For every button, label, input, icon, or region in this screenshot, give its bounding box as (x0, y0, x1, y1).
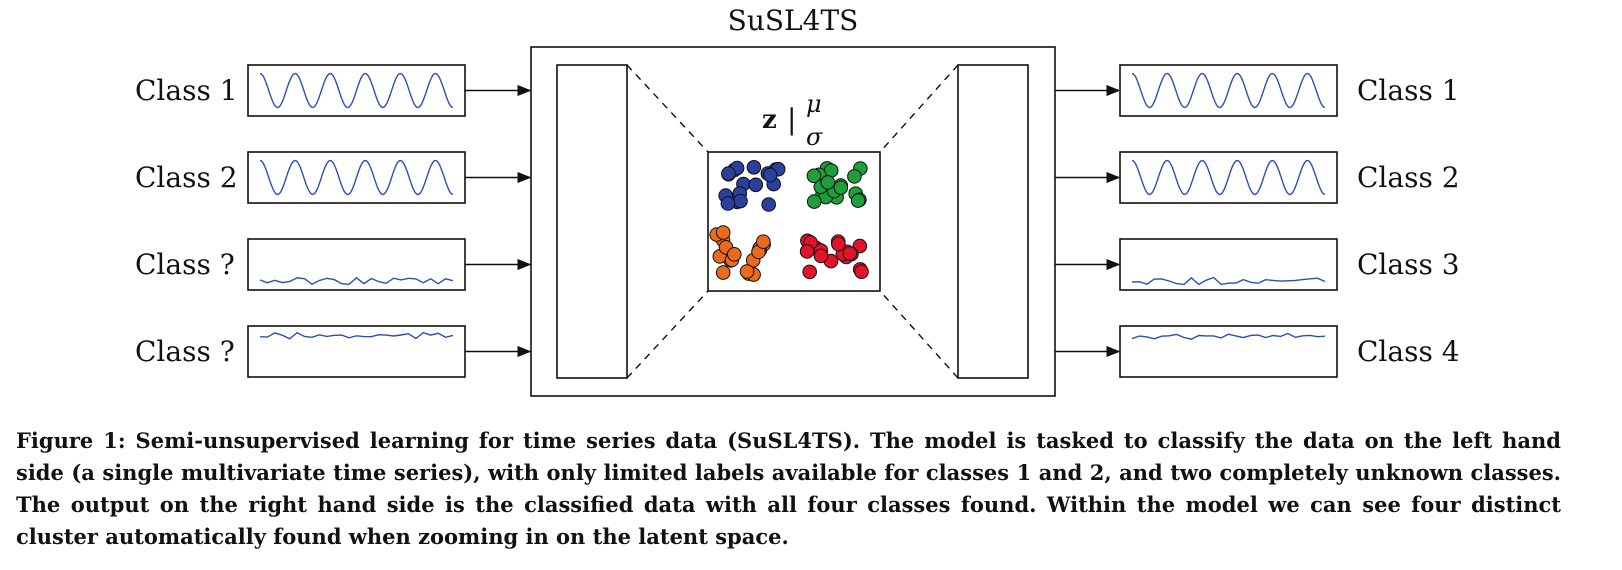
output-row: Class 1 (1055, 64, 1460, 117)
cluster-point-blue (721, 166, 736, 181)
latent-clusters (709, 160, 869, 282)
latent-space-box (707, 151, 881, 292)
noise-signal (1131, 276, 1326, 286)
cluster-point-blue (733, 193, 748, 209)
input-class-label: Class ? (135, 335, 235, 368)
cluster-point-blue (746, 160, 762, 175)
model-title: SuSL4TS (728, 4, 859, 37)
input-class-label: Class ? (135, 248, 235, 281)
output-class-label: Class 4 (1357, 335, 1460, 368)
time-series-box (247, 325, 466, 378)
noise-signal (259, 276, 454, 286)
cluster-point-orange (756, 234, 771, 249)
figure-caption: Figure 1: Semi-unsupervised learning for… (16, 428, 1561, 549)
cluster-point-blue (720, 196, 736, 211)
output-class-label: Class 1 (1357, 74, 1460, 107)
latent-separator: | (787, 103, 796, 136)
cluster-point-red (854, 264, 869, 280)
input-row: Class 1 (135, 64, 532, 117)
latent-sigma-label: σ (806, 123, 823, 151)
input-row: Class ? (135, 238, 532, 291)
encoder-block (556, 64, 628, 379)
input-row: Class ? (135, 325, 532, 378)
input-class-label: Class 2 (135, 161, 238, 194)
cluster-point-orange (715, 225, 731, 240)
input-class-label: Class 1 (135, 74, 238, 107)
sine-signal (259, 72, 454, 109)
cluster-point-red (831, 236, 846, 252)
cluster-point-red (799, 244, 815, 259)
output-row: Class 3 (1055, 238, 1460, 291)
latent-mu-label: μ (806, 90, 822, 118)
io-rows: Class 1 Class 2 Class ? Class ? Class 1 Class… (135, 64, 1460, 378)
cluster-point-blue (748, 177, 764, 193)
cluster-point-orange (715, 265, 731, 280)
latent-z-label: z (762, 105, 777, 135)
output-row: Class 4 (1055, 325, 1460, 378)
cluster-point-blue (761, 197, 777, 212)
output-row: Class 2 (1055, 151, 1460, 204)
sine-signal (1131, 159, 1326, 196)
sine-signal (1131, 72, 1326, 109)
noise-signal (1131, 332, 1326, 340)
cluster-point-green (820, 175, 836, 190)
model-box (530, 46, 1056, 397)
noise-signal (259, 331, 454, 340)
zoom-lines (626, 64, 959, 379)
cluster-point-red (813, 248, 829, 264)
decoder-block (957, 64, 1029, 379)
cluster-point-green (850, 193, 866, 208)
input-row: Class 2 (135, 151, 532, 204)
cluster-point-green (847, 169, 862, 184)
time-series-box (1119, 238, 1338, 291)
cluster-point-green (806, 168, 822, 184)
cluster-point-orange (727, 247, 742, 262)
cluster-point-orange (739, 264, 755, 279)
cluster-point-red (842, 246, 858, 261)
cluster-point-blue (762, 167, 778, 183)
output-class-label: Class 3 (1357, 248, 1460, 281)
cluster-point-green (833, 180, 849, 195)
output-class-label: Class 2 (1357, 161, 1460, 194)
sine-signal (259, 159, 454, 196)
cluster-point-red (802, 264, 818, 280)
cluster-point-green (806, 194, 822, 209)
